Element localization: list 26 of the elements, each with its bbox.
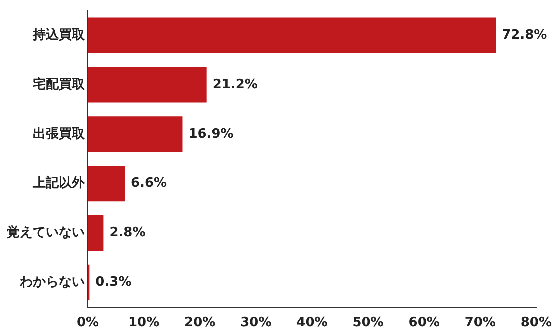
y-tick-label: 持込買取 xyxy=(32,26,86,43)
data-label: 0.3% xyxy=(96,275,132,290)
y-tick-label: 覚えていない xyxy=(7,224,85,241)
y-tick-label: わからない xyxy=(19,275,85,290)
x-tick-label: 50% xyxy=(352,316,384,331)
y-tick-label: 上記以外 xyxy=(32,175,86,192)
bar xyxy=(88,166,125,202)
data-label: 21.2% xyxy=(212,77,258,92)
x-tick-label: 20% xyxy=(184,316,216,331)
data-label: 72.8% xyxy=(502,28,548,43)
data-label: 16.9% xyxy=(188,126,234,142)
x-tick-label: 10% xyxy=(128,316,160,331)
x-tick-label: 80% xyxy=(520,316,552,331)
y-tick-label: 宅配買取 xyxy=(33,76,86,92)
x-tick-label: 70% xyxy=(464,316,496,331)
x-tick-label: 60% xyxy=(408,316,440,331)
x-tick-label: 30% xyxy=(240,316,272,331)
bar xyxy=(88,215,104,252)
bar xyxy=(88,18,496,54)
x-tick-label: 40% xyxy=(296,316,328,331)
x-tick-label: 0% xyxy=(76,316,100,331)
bar xyxy=(88,67,207,103)
data-label: 6.6% xyxy=(130,176,168,192)
bar xyxy=(88,116,183,152)
data-label: 2.8% xyxy=(110,226,146,241)
y-tick-label: 出張買取 xyxy=(33,126,86,142)
